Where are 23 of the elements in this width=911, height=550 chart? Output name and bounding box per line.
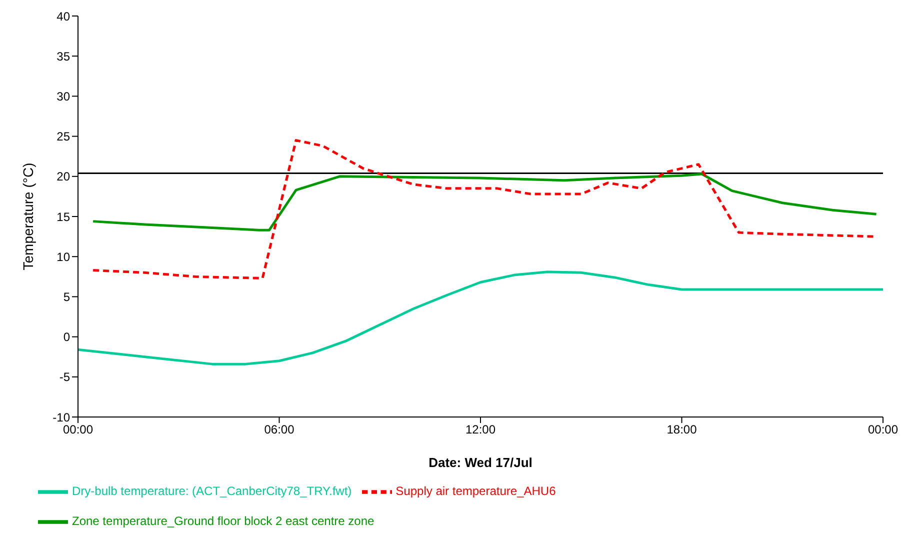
- y-tick-label: 35: [56, 49, 70, 64]
- legend-label: Supply air temperature_AHU6: [396, 484, 556, 498]
- y-tick-label: -10: [52, 410, 70, 424]
- y-tick-label: -5: [59, 370, 70, 384]
- x-tick-label: 18:00: [666, 422, 698, 437]
- y-tick-label: 20: [56, 170, 70, 184]
- y-tick-label: 40: [56, 9, 70, 24]
- y-tick-label: 0: [63, 330, 70, 344]
- y-tick-label: 25: [56, 130, 70, 144]
- line-series: [92, 172, 878, 232]
- x-tick-label: 12:00: [465, 422, 496, 437]
- line-series: [78, 270, 883, 366]
- y-tick-label: 10: [56, 250, 70, 264]
- y-tick-label: 30: [56, 89, 70, 104]
- y-axis-title: Temperature (°C): [20, 162, 36, 270]
- legend-label: Zone temperature_Ground floor block 2 east centre zone: [72, 514, 374, 528]
- x-tick-label: 00:00: [62, 422, 94, 437]
- x-tick-label: 00:00: [868, 422, 898, 437]
- legend-label: Dry-bulb temperature: (ACT_CanberCity78_TRY.fwt): [72, 484, 352, 498]
- y-tick-label: 15: [56, 210, 70, 224]
- x-tick-label: 06:00: [264, 422, 295, 437]
- x-axis-title: Date: Wed 17/Jul: [428, 455, 532, 470]
- y-tick-label: 5: [63, 290, 70, 304]
